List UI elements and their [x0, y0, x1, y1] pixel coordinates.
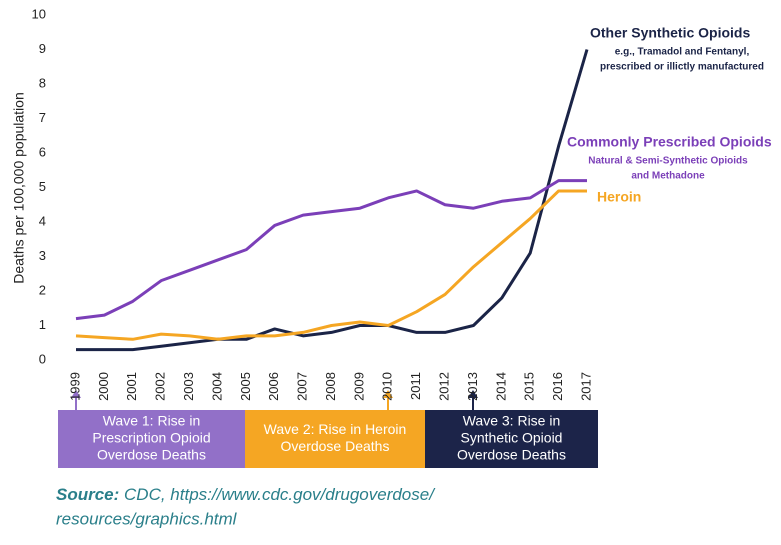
wave-text: Wave 3: Rise in [463, 413, 561, 429]
y-tick-label: 0 [39, 351, 46, 366]
x-tick-label: 2006 [266, 372, 281, 401]
series-line [75, 179, 587, 321]
series-note: prescribed or illictly manufactured [600, 62, 764, 73]
series-note: e.g., Tramadol and Fentanyl, [615, 47, 750, 58]
x-tick-label: 2010 [380, 372, 395, 401]
x-tick-label: 2005 [238, 372, 253, 401]
wave-arrows [71, 390, 478, 410]
x-tick-label: 2003 [181, 372, 196, 401]
y-tick-label: 3 [39, 248, 46, 263]
source-label: Source: [56, 485, 119, 504]
x-tick-label: 2002 [153, 372, 168, 401]
y-tick-label: 2 [39, 282, 46, 297]
series-line [75, 189, 587, 341]
series-note: and Methadone [631, 171, 705, 182]
y-tick-label: 6 [39, 144, 46, 159]
x-tick-label: 2001 [124, 372, 139, 401]
x-tick-label: 2011 [408, 372, 423, 400]
wave-text: Synthetic Opioid [461, 430, 563, 446]
wave-text: Prescription Opioid [92, 430, 210, 446]
wave-text: Overdose Deaths [281, 438, 390, 454]
x-tick-label: 2017 [578, 372, 593, 401]
x-tick-label: 2015 [522, 372, 537, 401]
x-tick-label: 2004 [209, 372, 224, 401]
x-tick-label: 2012 [436, 372, 451, 401]
series-label: Heroin [597, 189, 641, 205]
y-tick-label: 7 [39, 110, 46, 125]
y-tick-label: 5 [39, 179, 46, 194]
y-tick-label: 10 [32, 6, 46, 21]
x-tick-label: 2000 [96, 372, 111, 401]
wave-box [425, 410, 598, 468]
y-tick-label: 4 [39, 213, 46, 228]
wave-text: Wave 1: Rise in [103, 413, 201, 429]
x-tick-label: 2007 [295, 372, 310, 401]
x-tick-label: 2009 [351, 372, 366, 401]
x-tick-label: 2013 [465, 372, 480, 401]
source-line: resources/graphics.html [56, 509, 238, 528]
series-note: Natural & Semi-Synthetic Opioids [588, 156, 748, 167]
wave-text: Overdose Deaths [457, 447, 566, 463]
y-tick-label: 1 [39, 317, 46, 332]
wave-text: Wave 2: Rise in Heroin [264, 421, 407, 437]
series-line [76, 49, 589, 352]
x-tick-label: 2016 [550, 372, 565, 401]
y-tick-label: 8 [39, 75, 46, 90]
series-label: Commonly Prescribed Opioids [567, 134, 772, 150]
y-axis-label: Deaths per 100,000 population [11, 92, 27, 283]
x-tick-label: 2014 [493, 372, 508, 401]
x-tick-label: 1999 [67, 372, 82, 401]
wave-text: Overdose Deaths [97, 447, 206, 463]
source-line: CDC, https://www.cdc.gov/drugoverdose/ [124, 485, 436, 504]
source: Source: CDC, https://www.cdc.gov/drugove… [56, 485, 436, 504]
wave-box [58, 410, 245, 468]
y-tick-label: 9 [39, 41, 46, 56]
series-label: Other Synthetic Opioids [590, 25, 750, 41]
x-tick-label: 2008 [323, 372, 338, 401]
wave-box [245, 410, 425, 468]
